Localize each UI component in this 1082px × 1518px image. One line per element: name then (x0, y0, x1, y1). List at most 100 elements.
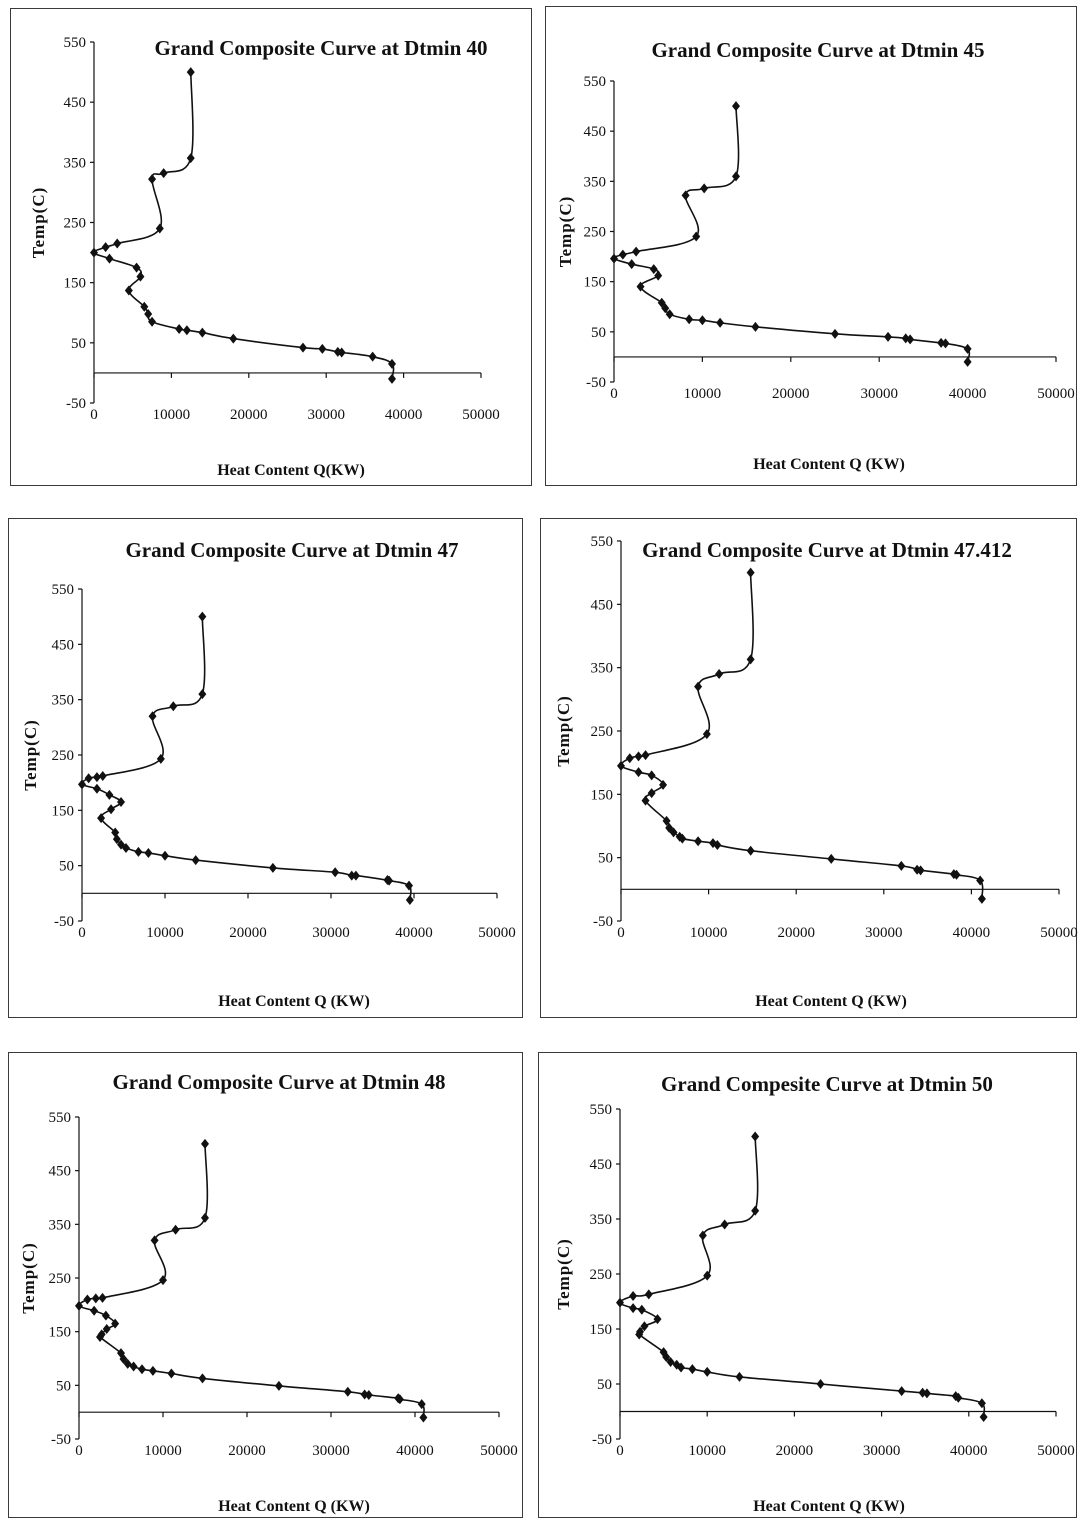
data-point-marker (97, 813, 106, 824)
data-point-marker (617, 760, 625, 771)
y-tick-label: 550 (590, 1102, 613, 1118)
x-tick-label: 10000 (688, 1443, 726, 1459)
data-point-marker (716, 317, 725, 328)
y-tick-label: -50 (593, 914, 613, 930)
x-tick-label: 30000 (307, 407, 345, 423)
data-point-marker (831, 328, 839, 339)
x-tick-label: 30000 (312, 1443, 350, 1459)
y-tick-label: -50 (54, 914, 74, 930)
data-point-marker (632, 246, 641, 257)
data-point-marker (78, 779, 86, 790)
data-point-marker (618, 249, 627, 260)
data-point-marker (897, 1386, 906, 1397)
data-point-marker (156, 753, 165, 764)
data-point-marker (98, 1292, 107, 1303)
x-tick-label: 50000 (1040, 925, 1078, 941)
data-point-marker (343, 1386, 352, 1397)
data-point-marker (698, 1230, 707, 1241)
data-point-marker (138, 1364, 146, 1375)
data-point-marker (625, 753, 634, 764)
data-point-marker (979, 1412, 988, 1422)
data-point-marker (111, 1318, 120, 1329)
x-tick-label: 30000 (865, 925, 903, 941)
data-point-marker (198, 689, 207, 700)
y-tick-label: 350 (584, 174, 607, 190)
chart-panel-dtmin-45: Grand Composite Curve at Dtmin 45 -50 50 15… (545, 6, 1077, 486)
chart-svg-dtmin-50: Grand Compesite Curve at Dtmin 50 -50 50 15… (554, 1072, 1075, 1515)
chart-svg-dtmin-47: Grand Composite Curve at Dtmin 47 -50 50 15… (21, 538, 516, 1010)
data-point-marker (124, 285, 133, 296)
y-tick-label: -50 (586, 375, 606, 391)
data-point-marker (129, 1361, 138, 1372)
data-point-marker (952, 869, 961, 880)
data-point-marker (159, 168, 168, 179)
data-point-marker (627, 259, 636, 270)
data-point-marker (976, 875, 985, 886)
data-point-marker (102, 1323, 111, 1334)
y-axis-label: Temp(C) (554, 1238, 573, 1310)
data-point-marker (159, 1275, 167, 1286)
data-point-marker (634, 751, 643, 762)
data-point-marker (140, 301, 149, 312)
chart-title: Grand Composite Curve at Dtmin 40 (154, 36, 487, 60)
data-point-marker (644, 1289, 653, 1300)
x-tick-label: 30000 (312, 925, 350, 941)
data-point-marker (364, 1389, 373, 1400)
data-point-marker (331, 867, 340, 878)
data-point-marker (405, 894, 414, 905)
data-point-marker (694, 681, 703, 692)
composite-curve-line (620, 572, 984, 899)
data-point-marker (107, 804, 116, 815)
y-tick-label: 550 (64, 35, 87, 51)
data-point-marker (640, 1321, 649, 1332)
x-tick-label: 10000 (144, 1443, 182, 1459)
chart-svg-dtmin-47412: Grand Composite Curve at Dtmin 47.412 -50… (554, 534, 1078, 1010)
data-point-marker (641, 795, 650, 806)
data-point-marker (662, 1352, 671, 1363)
data-point-marker (155, 223, 164, 234)
data-point-marker (688, 1364, 697, 1375)
data-point-marker (681, 190, 690, 201)
data-point-marker (698, 315, 707, 326)
y-tick-label: 550 (49, 1110, 72, 1126)
x-tick-label: 0 (75, 1443, 83, 1459)
data-point-marker (731, 171, 740, 182)
x-tick-label: 40000 (396, 1443, 434, 1459)
y-axis-label: Temp(C) (554, 695, 573, 767)
y-tick-label: -50 (592, 1432, 612, 1448)
data-point-marker (677, 1362, 686, 1373)
x-tick-label: 50000 (1037, 1443, 1075, 1459)
data-point-marker (387, 373, 396, 384)
y-tick-label: -50 (51, 1432, 71, 1448)
y-tick-label: 350 (590, 1212, 613, 1228)
data-point-marker (659, 779, 668, 790)
y-axis-label: Temp(C) (19, 1242, 38, 1314)
data-point-marker (148, 316, 157, 327)
x-axis-label: Heat Content Q (KW) (218, 993, 370, 1010)
data-point-marker (405, 880, 414, 891)
y-tick-label: 450 (49, 1164, 72, 1180)
data-point-marker (198, 611, 207, 622)
data-point-marker (144, 308, 153, 319)
x-tick-label: 50000 (478, 925, 516, 941)
y-axis-label: Temp(C) (556, 196, 575, 268)
data-point-marker (105, 253, 114, 264)
data-point-marker (685, 314, 694, 325)
data-point-marker (746, 654, 755, 665)
data-point-marker (963, 343, 972, 354)
data-point-marker (123, 1358, 132, 1369)
x-axis-label: Heat Content Q (KW) (753, 1498, 905, 1515)
data-point-marker (636, 281, 645, 292)
data-point-marker (171, 1224, 180, 1235)
data-point-marker (666, 1357, 675, 1367)
data-point-marker (641, 750, 650, 761)
y-tick-label: 150 (584, 275, 607, 291)
y-tick-label: 250 (590, 1267, 613, 1283)
chart-svg-dtmin-48: Grand Composite Curve at Dtmin 48 -50 50 15… (19, 1070, 518, 1515)
chart-title: Grand Composite Curve at Dtmin 45 (651, 38, 984, 62)
x-tick-label: 40000 (950, 1443, 988, 1459)
data-point-marker (713, 840, 722, 850)
y-tick-label: 350 (591, 661, 614, 677)
data-point-marker (395, 1394, 404, 1405)
y-tick-label: 550 (52, 582, 75, 598)
